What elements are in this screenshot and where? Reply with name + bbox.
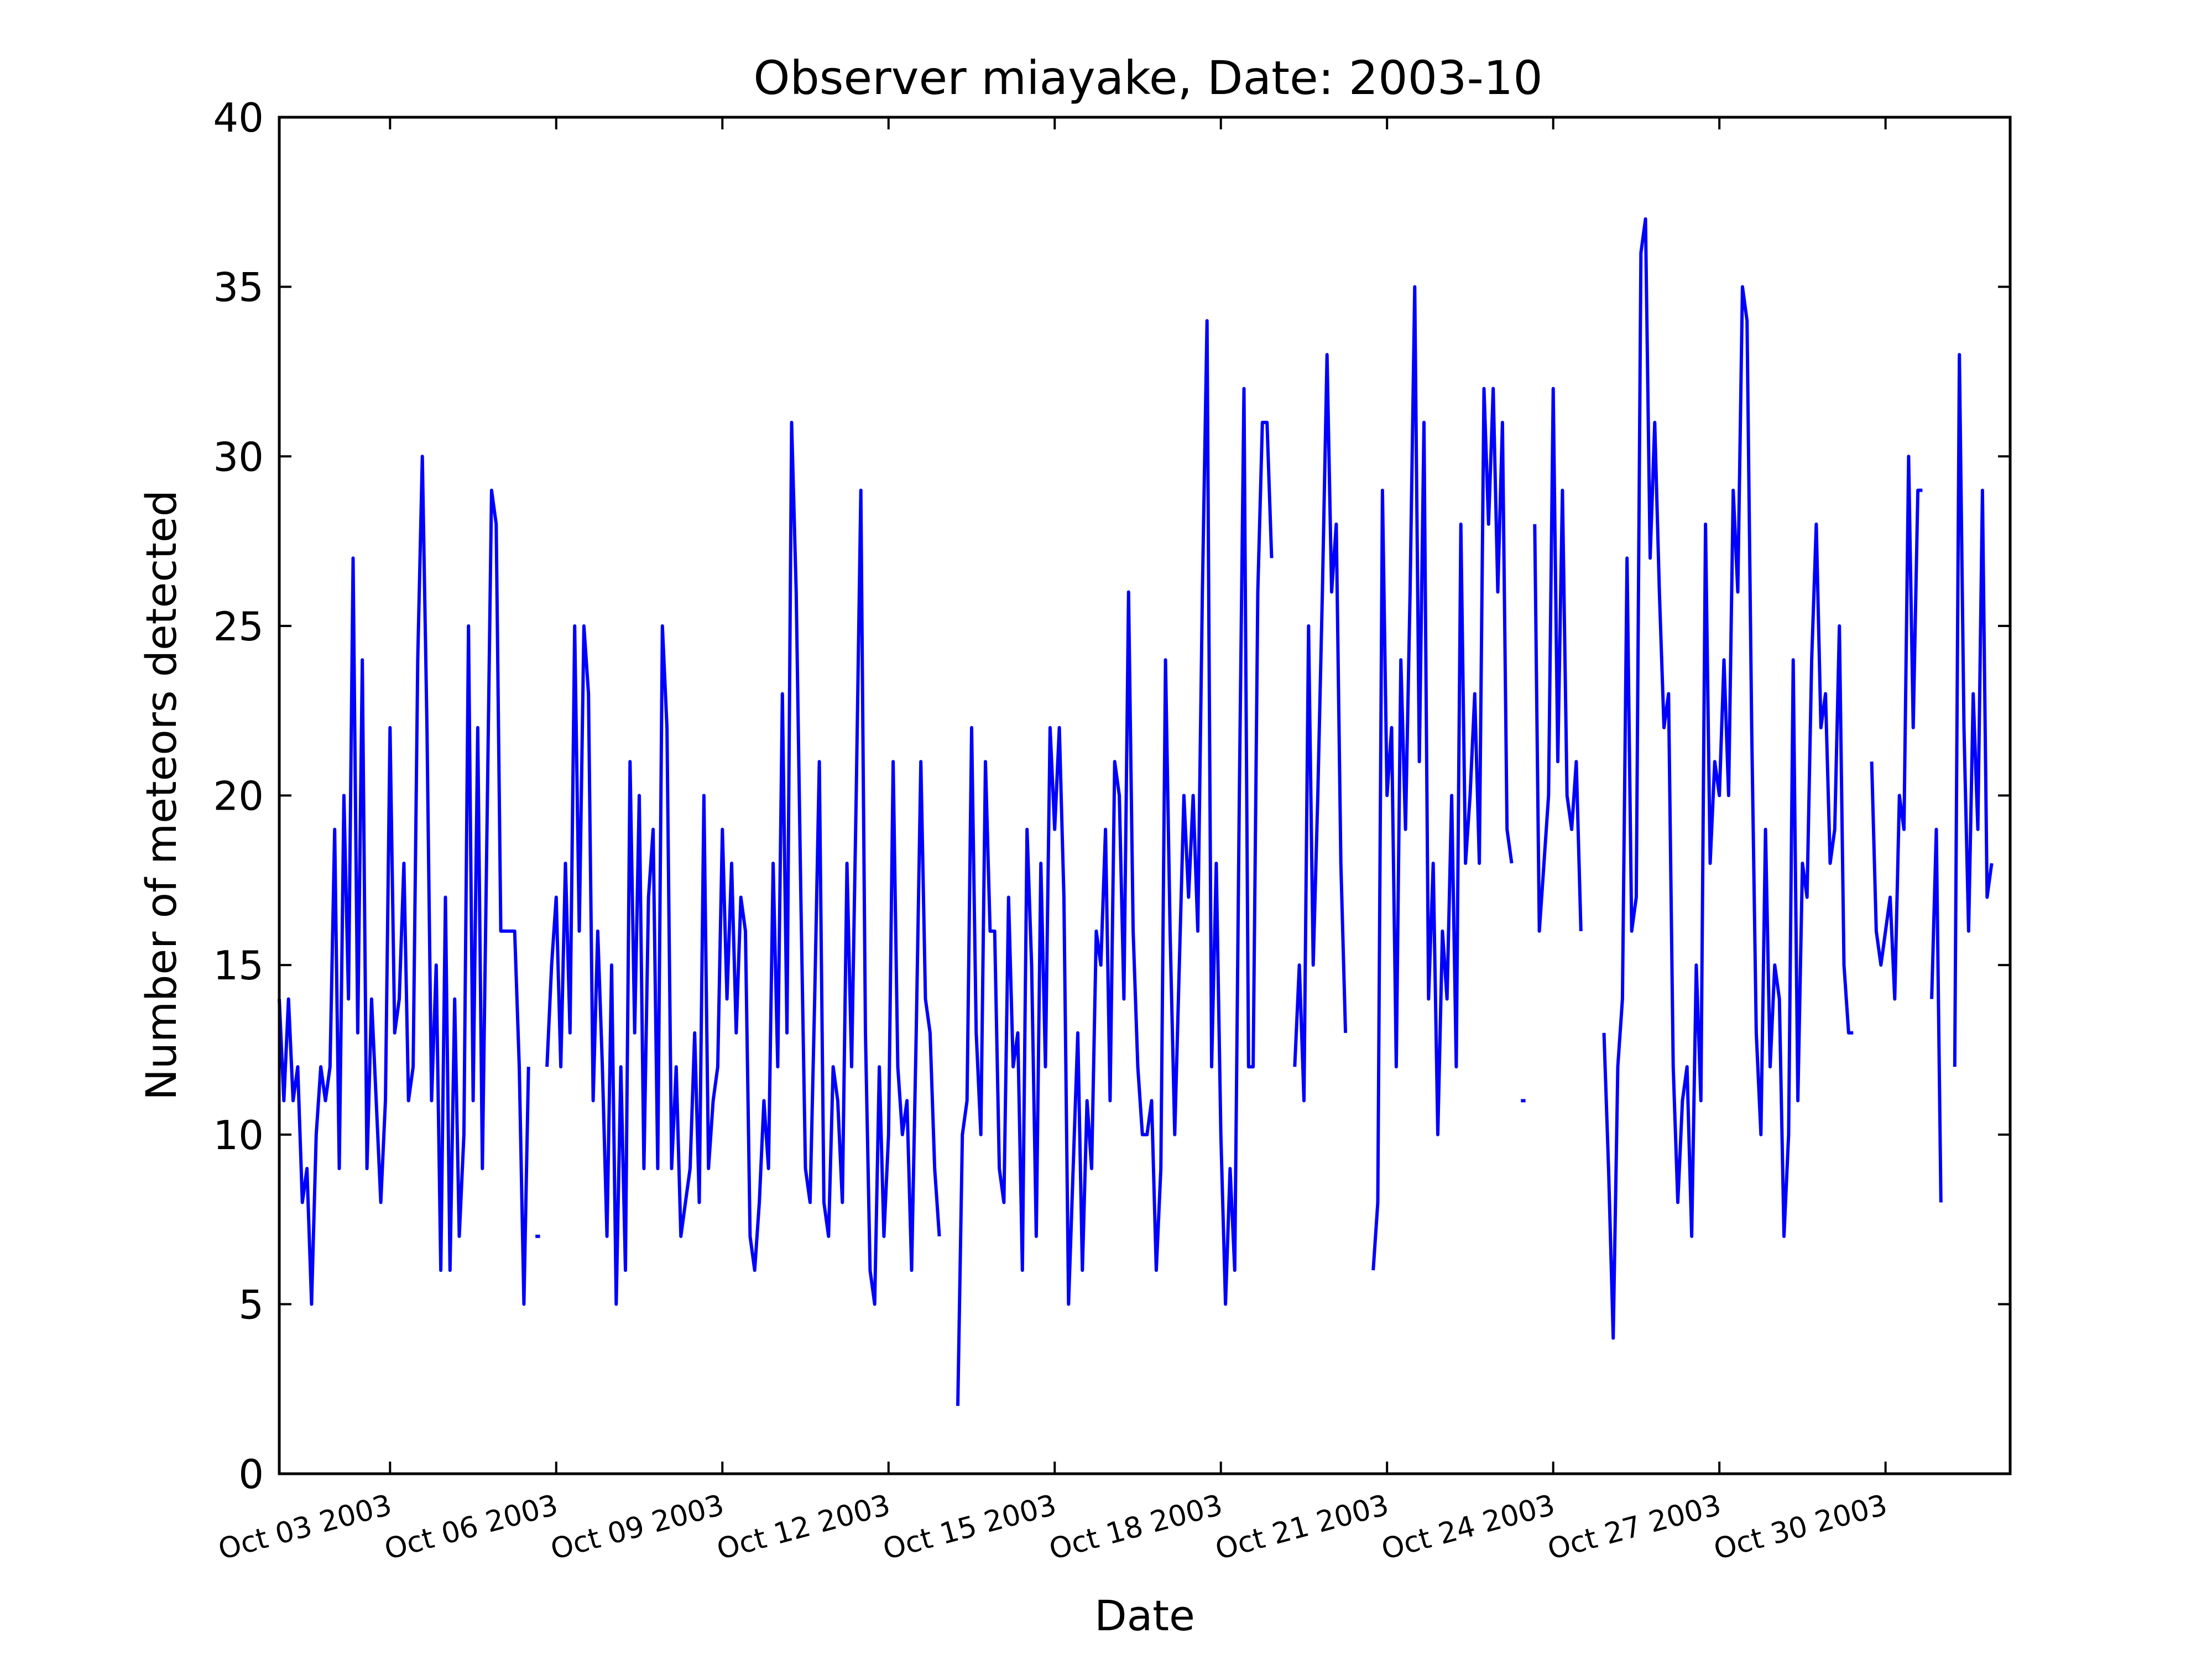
series-line-segment	[1870, 455, 1923, 1001]
series-line-segment	[1602, 217, 1854, 1340]
y-tick-label: 30	[213, 434, 264, 480]
series-line-segment	[545, 420, 941, 1306]
y-tick-label: 0	[238, 1451, 264, 1498]
series-line-segment	[1930, 827, 1943, 1203]
x-axis-label: Date	[1094, 1591, 1195, 1640]
series-line-segment	[956, 319, 1274, 1406]
y-tick-label: 5	[238, 1281, 264, 1328]
chart-title: Observer miayake, Date: 2003-10	[753, 51, 1542, 105]
y-tick-label: 35	[213, 264, 264, 311]
y-tick-label: 20	[213, 773, 264, 820]
y-tick-label: 40	[213, 95, 264, 141]
plot-frame	[278, 116, 2012, 1475]
y-tick-label: 25	[213, 603, 264, 650]
plot-area	[278, 217, 1994, 1406]
series-line-segment	[1371, 285, 1514, 1271]
series-line-segment	[278, 455, 530, 1306]
y-tick-label: 15	[213, 942, 264, 989]
y-axis-label: Number of meteors detected	[137, 490, 186, 1100]
series-line-segment	[1953, 353, 1994, 1067]
series-line-segment	[1533, 387, 1583, 933]
series-line-segment	[1293, 353, 1348, 1103]
y-tick-label: 10	[213, 1112, 264, 1159]
